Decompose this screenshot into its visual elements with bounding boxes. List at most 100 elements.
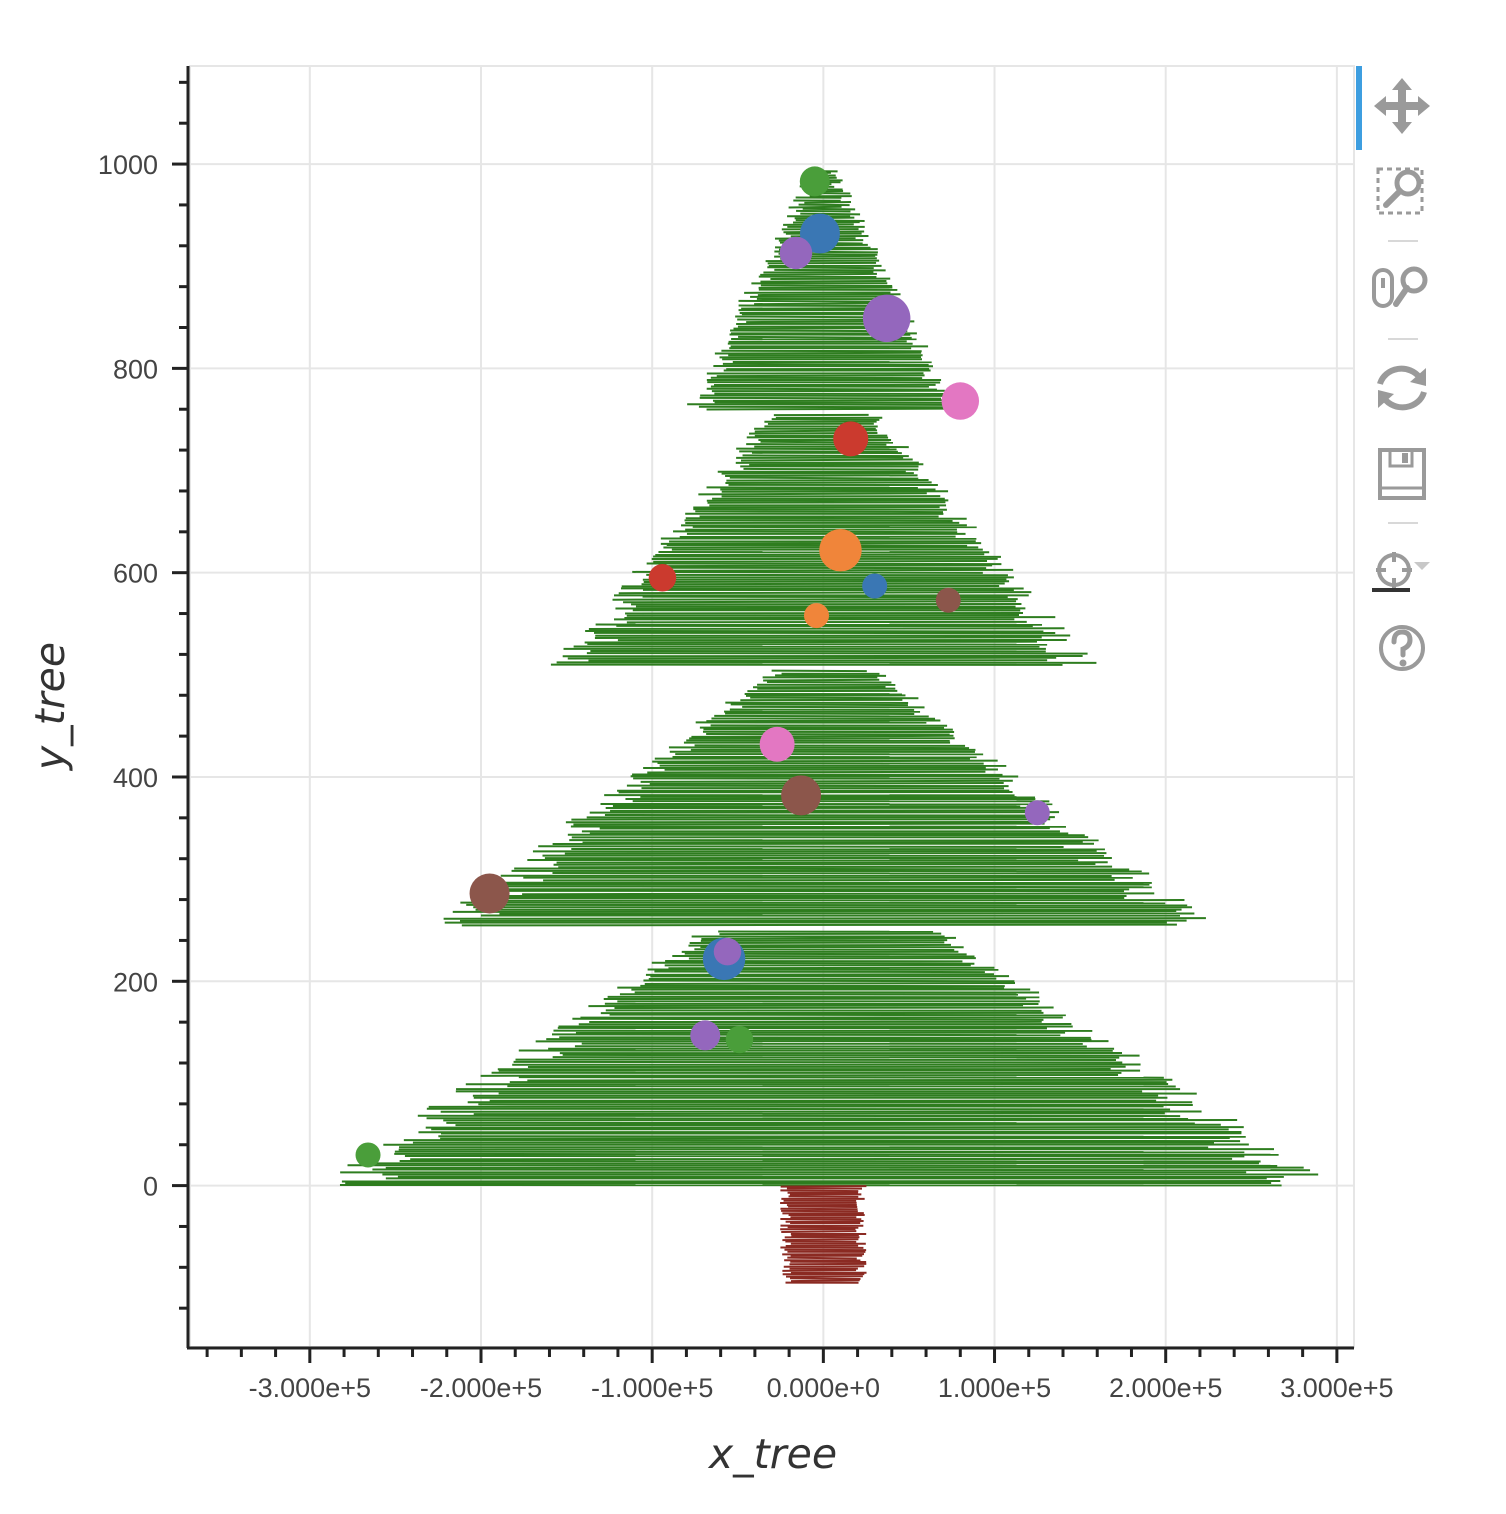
tree-stroke [559, 1036, 1091, 1039]
x-tick-label: -1.000e+5 [591, 1373, 713, 1403]
ornament-point [833, 421, 869, 457]
tree-stroke [760, 284, 893, 287]
trunk-stroke [782, 1269, 857, 1272]
tree-stroke [771, 418, 880, 421]
x-tick-label: 0.000e+0 [767, 1373, 880, 1403]
ornament-point [819, 528, 862, 572]
tree-stroke [706, 719, 941, 723]
reset-tool-button[interactable] [1370, 358, 1434, 418]
tree-stroke [698, 405, 944, 409]
wheel-zoom-tool-button[interactable] [1370, 258, 1434, 318]
tree-stroke [722, 362, 929, 366]
tree-stroke [706, 407, 946, 411]
tree-stroke [800, 212, 861, 216]
tree-stroke [403, 1139, 1241, 1143]
tree-stroke [743, 467, 919, 471]
tree-stroke [699, 396, 942, 400]
trunk-stroke [790, 1279, 860, 1283]
box-zoom-tool-button[interactable] [1370, 161, 1434, 221]
tree-stroke [440, 1136, 1230, 1140]
tree-stroke [394, 1152, 1279, 1156]
tree-stroke [573, 822, 1045, 826]
tree-stroke [802, 207, 856, 211]
tree-stroke [701, 936, 957, 940]
tree-stroke [614, 1006, 1054, 1010]
tree-stroke [725, 481, 932, 485]
tree-stroke [551, 1033, 1061, 1037]
tree-stroke [721, 472, 914, 475]
tree-stroke [698, 492, 927, 496]
trunk-stroke [780, 1189, 859, 1193]
tree-stroke [643, 979, 1015, 983]
ornament-point [941, 382, 980, 420]
tree-stroke [666, 544, 968, 547]
wheel-zoom-icon [1372, 266, 1428, 308]
tree-stroke [649, 782, 1004, 786]
tree-stroke [609, 1013, 1066, 1017]
tree-stroke [604, 814, 1035, 817]
tree-stroke [556, 661, 1097, 664]
active-tool-indicator [1356, 66, 1362, 150]
tree-stroke [507, 885, 1152, 889]
tree-stroke [645, 973, 994, 976]
x-tick-label: -2.000e+5 [420, 1373, 542, 1403]
tree-stroke [584, 640, 1037, 644]
tree-stroke [653, 559, 988, 563]
tree-stroke [514, 867, 1130, 871]
toolbar-separator [1388, 522, 1418, 524]
tree-stroke [640, 779, 1013, 783]
tree-stroke [693, 508, 947, 511]
tree-stroke [438, 1135, 1246, 1138]
tree-stroke [657, 761, 984, 765]
ornament-point [799, 213, 840, 254]
tree-stroke [729, 476, 919, 480]
tree-stroke [594, 636, 1042, 639]
tree-stroke [538, 845, 1064, 848]
tree-stroke [487, 899, 1185, 902]
tree-stroke [694, 744, 966, 747]
box-zoom-icon [1376, 167, 1424, 215]
tree-stroke [618, 591, 1032, 595]
tree-stroke [641, 582, 1005, 586]
tree-stroke [425, 1126, 1244, 1129]
toolbar [1356, 66, 1452, 706]
ornament-point [862, 573, 888, 599]
tree-stroke [632, 570, 983, 574]
pan-icon [1374, 78, 1430, 134]
tree-stroke [796, 209, 851, 213]
tree-stroke [714, 714, 929, 718]
toolbar-separator [1388, 240, 1418, 242]
help-tool-button[interactable] [1370, 618, 1434, 678]
ornament-point [799, 166, 830, 197]
reset-icon [1377, 365, 1427, 411]
tree-stroke [738, 299, 886, 303]
tree-stroke [673, 530, 958, 534]
tree-stroke [760, 272, 877, 276]
tree-tier-4 [687, 170, 954, 411]
tree-stroke [736, 447, 897, 451]
tree-stroke [562, 1053, 1140, 1057]
tree-stroke [522, 892, 1155, 896]
tree-stroke [646, 562, 1002, 566]
tree-stroke [478, 1103, 1193, 1106]
tree-stroke [691, 734, 954, 738]
hover-tool-button[interactable] [1370, 540, 1434, 600]
trunk-stroke [788, 1195, 859, 1198]
tree-stroke [426, 1107, 1171, 1111]
ornament-point [862, 294, 911, 343]
tree-stroke [725, 712, 915, 715]
pan-tool-button[interactable] [1370, 76, 1434, 136]
ornament-point [935, 587, 961, 613]
x-tick-label: -3.000e+5 [249, 1373, 371, 1403]
y-axis-title: y_tree [26, 642, 74, 772]
save-tool-button[interactable] [1370, 444, 1434, 504]
x-axis-title: x_tree [707, 1430, 837, 1478]
help-icon [1379, 625, 1425, 671]
tree-stroke [742, 454, 909, 458]
tree-stroke [513, 1060, 1123, 1064]
ornament-point [648, 564, 677, 592]
save-icon [1378, 448, 1426, 500]
tree-stroke [557, 1026, 1047, 1030]
tree-stroke [760, 440, 894, 444]
